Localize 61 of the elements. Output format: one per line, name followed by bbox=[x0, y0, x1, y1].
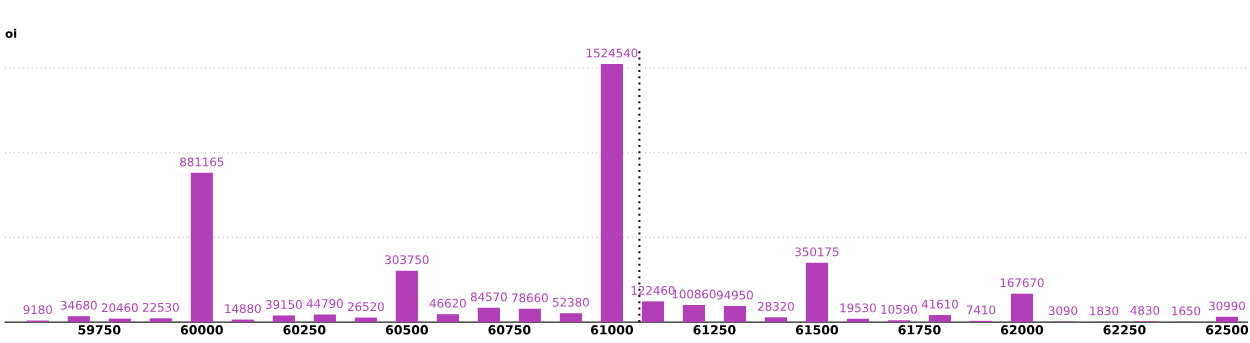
data-label: 46620 bbox=[429, 298, 466, 308]
bar bbox=[67, 316, 90, 323]
bar bbox=[846, 318, 870, 323]
bar bbox=[559, 313, 582, 323]
data-label: 26520 bbox=[347, 302, 384, 312]
data-label: 19530 bbox=[840, 303, 876, 313]
x-tick-label: 60500 bbox=[385, 325, 429, 335]
data-label: 1524540 bbox=[586, 48, 638, 58]
bar bbox=[600, 63, 623, 323]
bar bbox=[805, 262, 828, 323]
bar bbox=[1010, 293, 1034, 323]
data-label: 84570 bbox=[470, 292, 507, 302]
data-label: 10590 bbox=[881, 304, 917, 314]
data-label: 41610 bbox=[921, 299, 958, 309]
x-tick-label: 60000 bbox=[180, 325, 223, 335]
bar bbox=[436, 314, 459, 323]
bar bbox=[395, 270, 418, 323]
bar bbox=[682, 305, 705, 323]
data-label: 34680 bbox=[60, 300, 97, 310]
bar bbox=[764, 317, 787, 323]
data-label: 7410 bbox=[966, 305, 996, 315]
x-tick-label: 61500 bbox=[795, 325, 839, 335]
data-label: 78660 bbox=[512, 293, 548, 303]
data-label: 350175 bbox=[795, 247, 839, 257]
x-tick-label: 61000 bbox=[590, 325, 634, 335]
data-label: 9180 bbox=[23, 305, 53, 315]
data-label: 881165 bbox=[180, 157, 224, 167]
data-label: 3090 bbox=[1048, 306, 1078, 316]
bar bbox=[190, 172, 213, 323]
data-label: 94950 bbox=[716, 290, 753, 300]
data-label: 39150 bbox=[265, 300, 302, 309]
x-tick-label: 62250 bbox=[1103, 325, 1146, 335]
x-tick-label: 60750 bbox=[488, 325, 531, 335]
bar bbox=[149, 318, 172, 323]
data-label: 44790 bbox=[306, 299, 343, 309]
x-tick-label: 62500 bbox=[1206, 325, 1249, 335]
data-label: 303750 bbox=[385, 255, 429, 265]
data-label: 20460 bbox=[101, 303, 138, 313]
data-label: 14880 bbox=[225, 304, 261, 314]
data-label: 52380 bbox=[553, 297, 589, 307]
x-tick-label: 61750 bbox=[898, 325, 941, 335]
data-label: 1830 bbox=[1090, 306, 1119, 316]
bar bbox=[1215, 316, 1239, 323]
bar bbox=[928, 315, 952, 323]
data-label: 167670 bbox=[1000, 278, 1044, 288]
bar bbox=[723, 306, 746, 323]
data-label: 30990 bbox=[1209, 301, 1245, 311]
data-label: 22530 bbox=[142, 302, 179, 312]
y-axis-title: oi bbox=[5, 28, 17, 38]
x-tick-label: 59750 bbox=[78, 325, 121, 335]
bar bbox=[477, 307, 500, 323]
bar bbox=[518, 308, 541, 323]
bar bbox=[272, 315, 295, 323]
x-tick-label: 61250 bbox=[693, 325, 736, 335]
data-label: 28320 bbox=[758, 301, 794, 311]
data-label: 4830 bbox=[1130, 305, 1160, 315]
x-tick-label: 60250 bbox=[283, 325, 326, 335]
data-label: 1650 bbox=[1172, 306, 1201, 316]
x-tick-label: 62000 bbox=[1001, 325, 1044, 335]
bar bbox=[313, 314, 336, 323]
bar bbox=[641, 301, 664, 323]
